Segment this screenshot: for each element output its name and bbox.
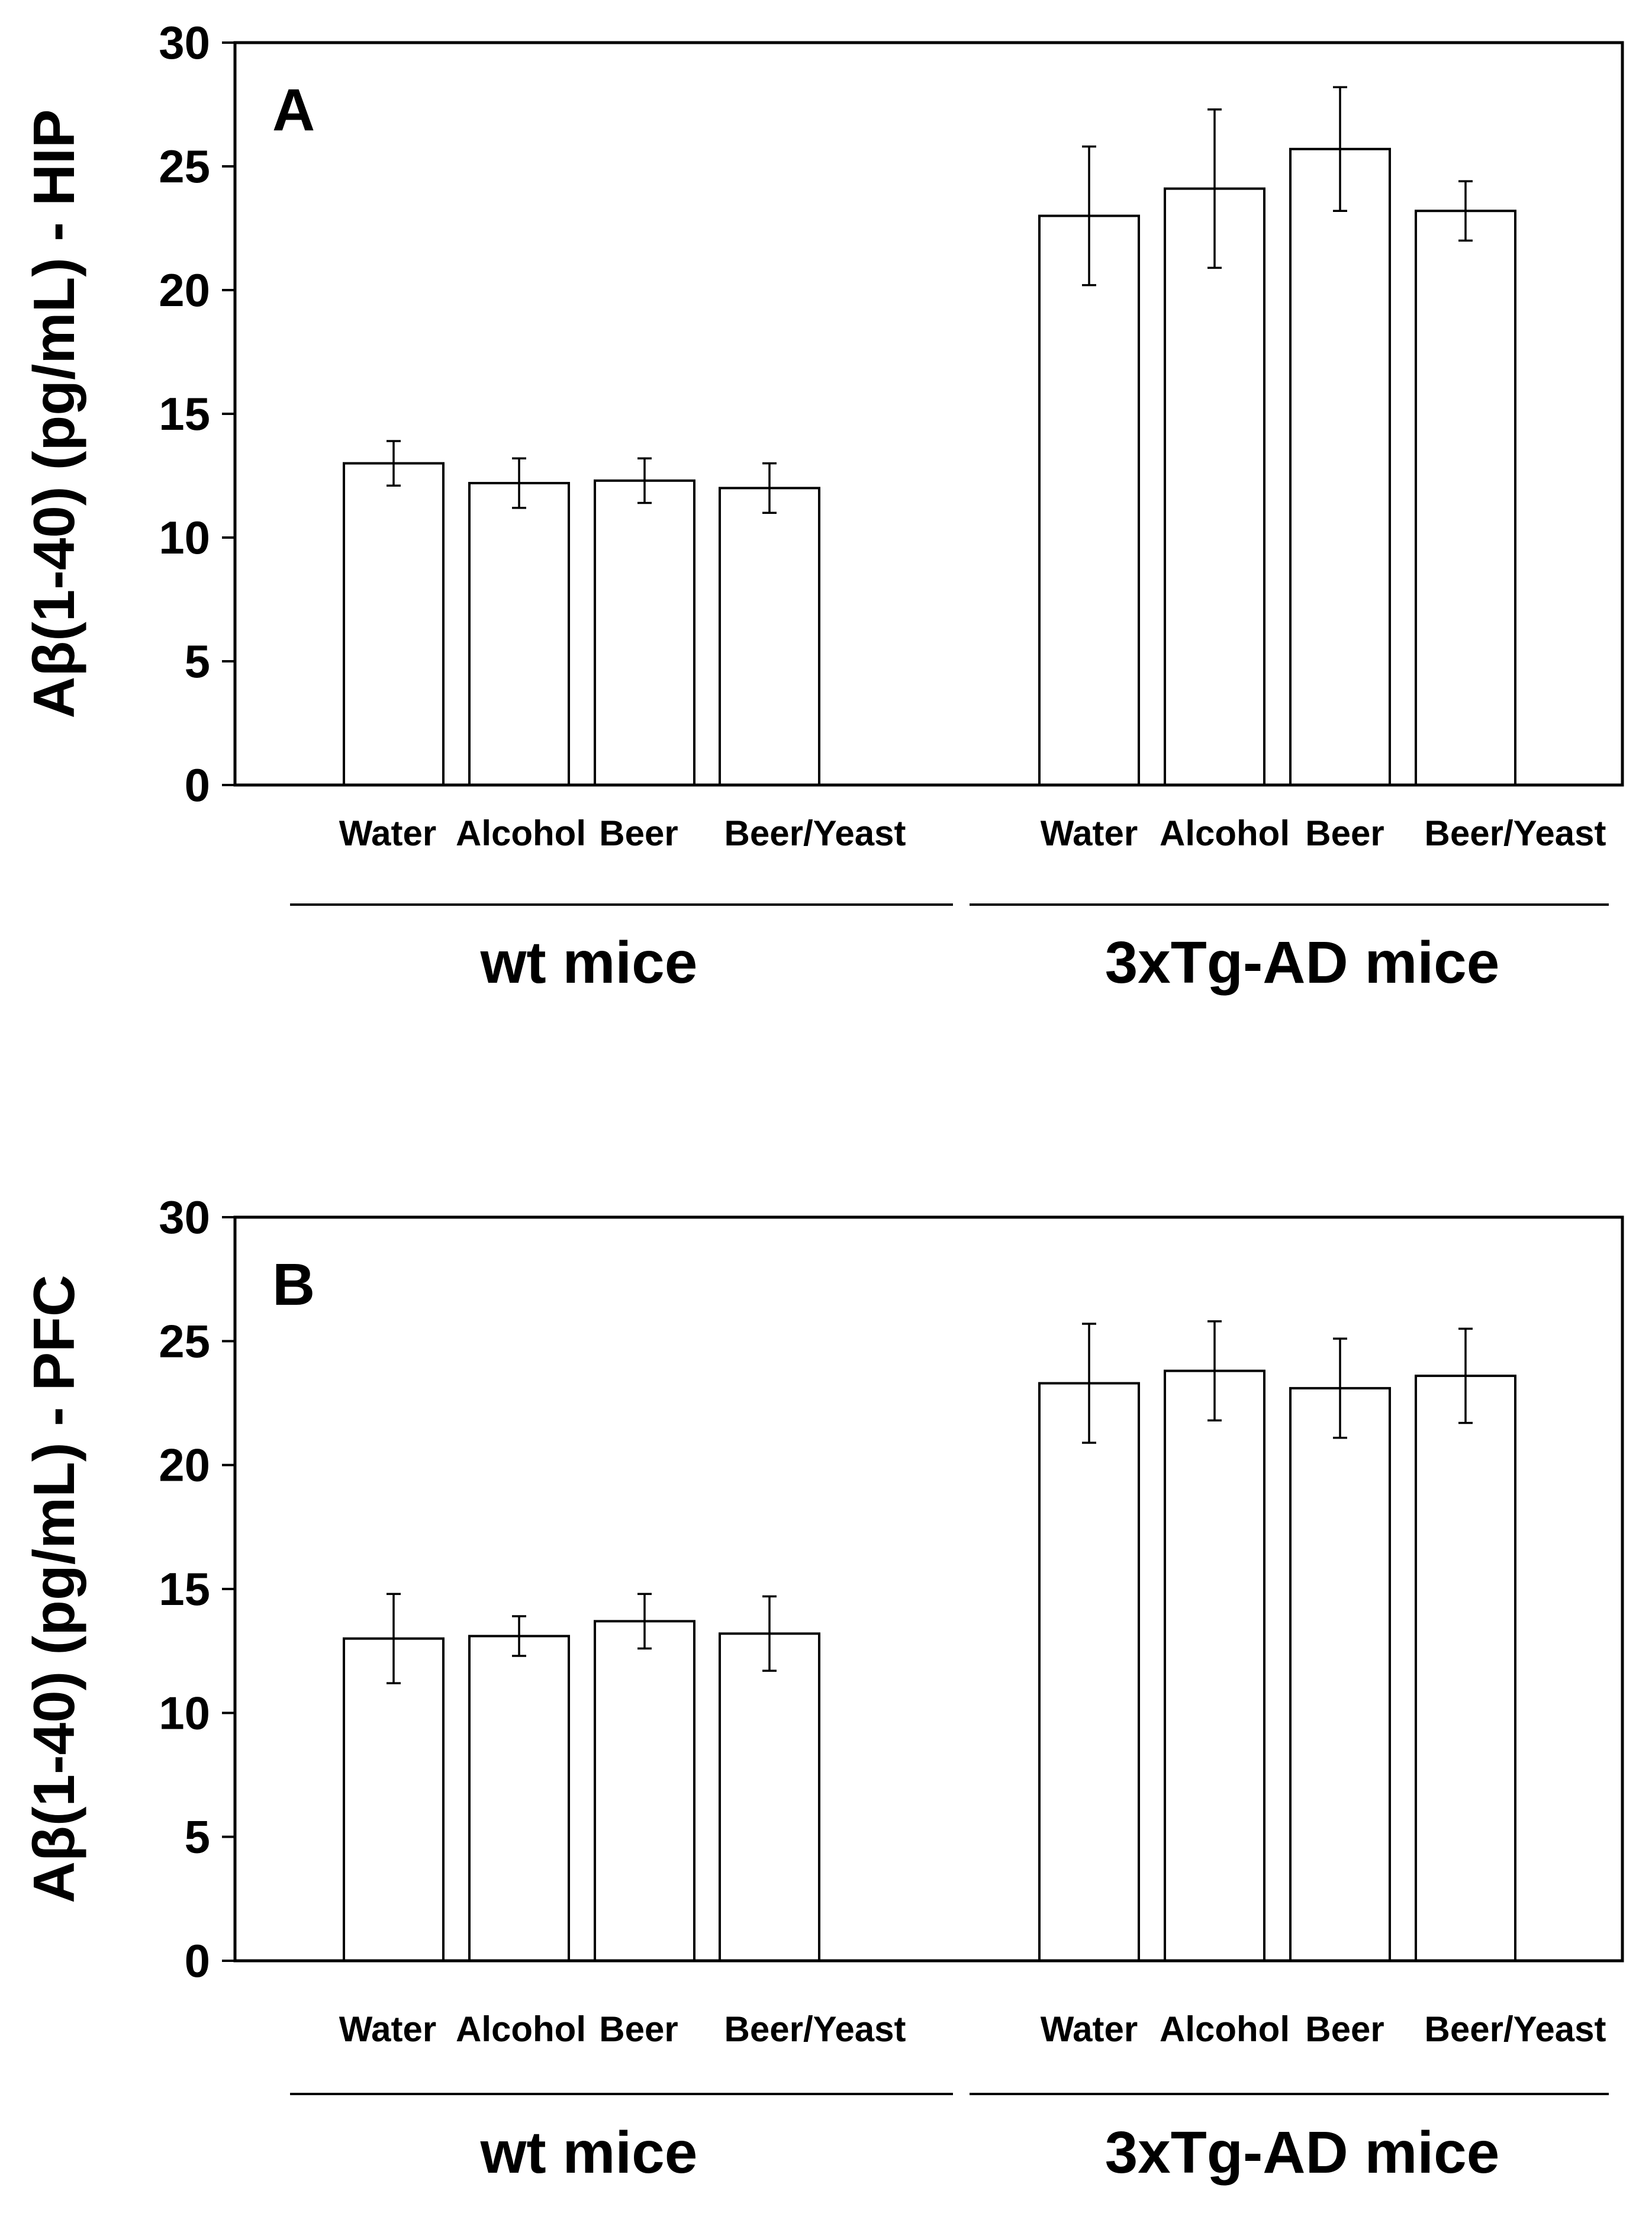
bar-beer-yeast <box>719 1632 820 1963</box>
y-tick-label: 0 <box>185 1935 210 1987</box>
category-label: Water <box>339 2009 436 2049</box>
category-label: Beer <box>1305 2009 1384 2049</box>
bar-water <box>343 1637 445 1963</box>
bar-beer-yeast <box>719 487 820 787</box>
y-axis-label: Aβ(1-40) (pg/mL) - PFC <box>21 1275 86 1903</box>
y-tick-label: 30 <box>159 1191 210 1243</box>
panel-a: 0 5 10 15 20 25 30 Water Alcohol Beer Beer/Yeast wt… <box>21 17 1624 996</box>
panel-label: A <box>272 77 315 143</box>
bar-water <box>343 462 445 786</box>
y-tick-label: 10 <box>159 512 210 564</box>
group-label: wt mice <box>480 2119 698 2186</box>
y-tick-label: 20 <box>159 264 210 316</box>
y-tick-label: 10 <box>159 1687 210 1739</box>
category-label: Beer/Yeast <box>1425 2009 1606 2049</box>
bar-alcohol <box>468 1635 570 1962</box>
y-tick-label: 25 <box>159 1315 210 1367</box>
category-label: Alcohol <box>456 2009 586 2049</box>
category-label: Water <box>1041 813 1138 853</box>
plot-frame <box>233 41 1624 787</box>
category-label: Alcohol <box>456 813 586 853</box>
y-axis-label: Aβ(1-40) (pg/mL) - HIP <box>21 110 86 719</box>
y-tick-label: 20 <box>159 1439 210 1491</box>
bar-beer <box>594 479 695 786</box>
panel-label: B <box>272 1252 315 1318</box>
y-tick-label: 25 <box>159 140 210 192</box>
y-tick-label: 15 <box>159 388 210 440</box>
category-label: Beer <box>599 2009 678 2049</box>
bar-alcohol <box>468 482 570 786</box>
category-label: Water <box>1041 2009 1138 2049</box>
group-label: 3xTg-AD mice <box>1105 929 1500 996</box>
bar-water <box>1038 1382 1140 1962</box>
bar-alcohol <box>1164 187 1265 786</box>
category-label: Beer <box>599 813 678 853</box>
y-tick-label: 5 <box>185 635 210 687</box>
bar-beer <box>1289 1387 1391 1962</box>
category-label: Beer/Yeast <box>724 813 906 853</box>
category-label: Alcohol <box>1160 2009 1290 2049</box>
bar-beer-yeast <box>1415 1374 1516 1963</box>
bar-beer <box>1289 147 1391 787</box>
bar-beer <box>594 1620 695 1963</box>
group-label: 3xTg-AD mice <box>1105 2119 1500 2186</box>
category-label: Beer/Yeast <box>1425 813 1606 853</box>
category-label: Alcohol <box>1160 813 1290 853</box>
category-label: Beer/Yeast <box>724 2009 906 2049</box>
bar-water <box>1038 214 1140 787</box>
y-tick-label: 15 <box>159 1563 210 1615</box>
bar-alcohol <box>1164 1369 1265 1962</box>
category-label: Water <box>339 813 436 853</box>
plot-frame <box>233 1215 1624 1963</box>
category-label: Beer <box>1305 813 1384 853</box>
bar-beer-yeast <box>1415 210 1516 786</box>
group-label: wt mice <box>480 929 698 996</box>
y-tick-label: 5 <box>185 1811 210 1863</box>
y-tick-label: 0 <box>185 759 210 811</box>
y-tick-label: 30 <box>159 17 210 69</box>
panel-b: 0 5 10 15 20 25 30 Water Alcohol Beer Beer/Yeast wt… <box>21 1191 1624 2186</box>
